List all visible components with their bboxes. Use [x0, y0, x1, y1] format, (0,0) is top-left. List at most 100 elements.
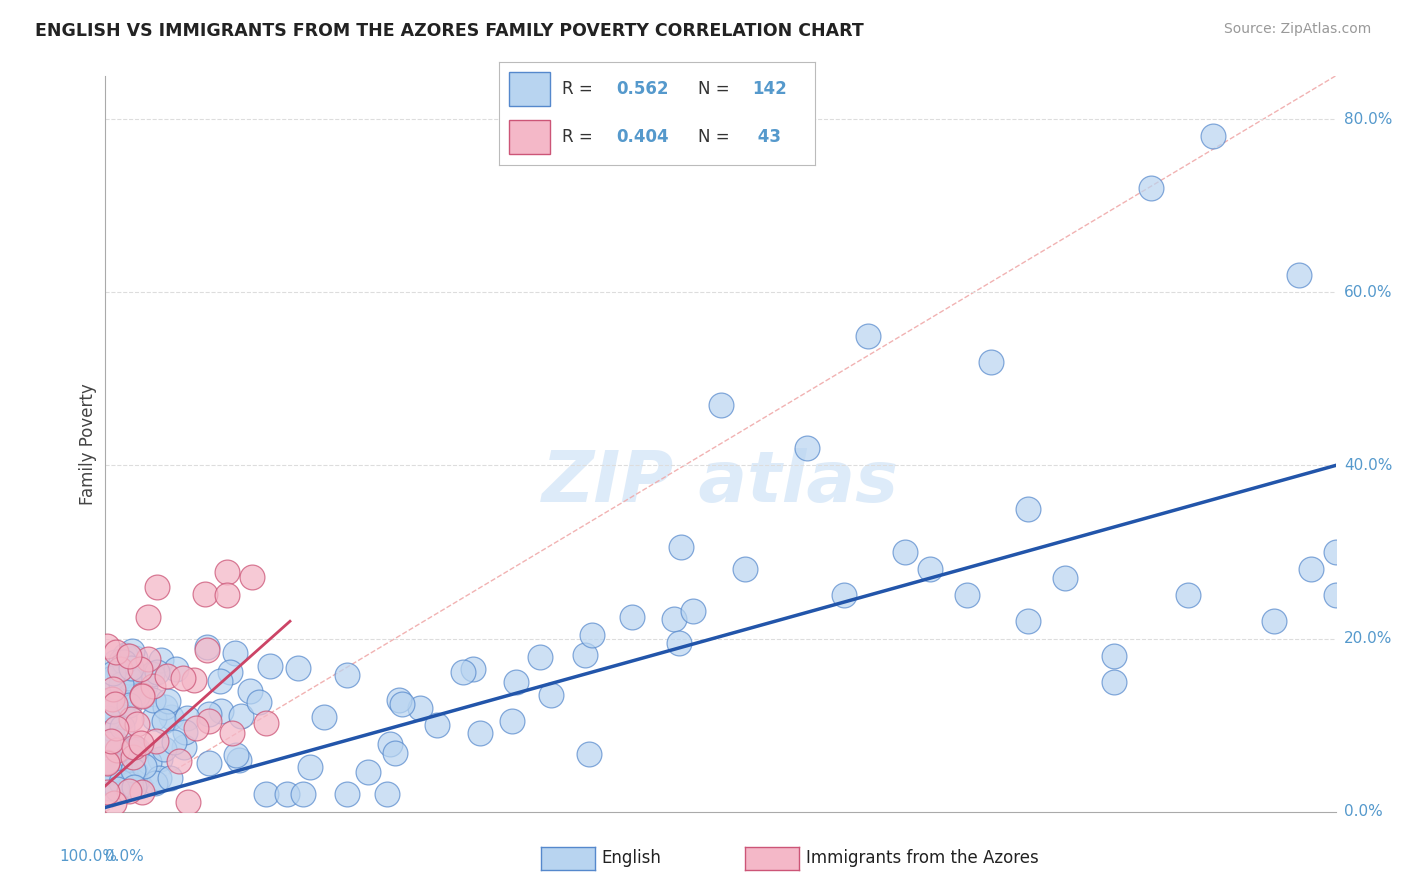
Point — [832, 588, 855, 602]
Point — [336, 788, 359, 802]
Point — [734, 562, 756, 576]
Text: Immigrants from the Azores: Immigrants from the Azores — [806, 849, 1039, 867]
Point — [357, 764, 380, 779]
Point — [461, 662, 484, 676]
Point — [529, 650, 551, 665]
Point — [96, 756, 118, 770]
Text: 100.0%: 100.0% — [59, 848, 118, 863]
Text: 0.404: 0.404 — [616, 128, 669, 145]
Point — [148, 771, 170, 785]
Point — [122, 763, 145, 777]
Point — [176, 711, 198, 725]
Point — [380, 737, 402, 751]
Point — [224, 646, 246, 660]
Point — [209, 704, 232, 718]
Point — [103, 758, 125, 772]
Point — [101, 671, 124, 685]
FancyBboxPatch shape — [509, 120, 550, 153]
Point — [117, 698, 139, 712]
Point — [143, 711, 166, 725]
Point — [128, 662, 150, 676]
Point — [131, 689, 153, 703]
Point — [918, 562, 941, 576]
Text: R =: R = — [562, 79, 593, 97]
Text: R =: R = — [562, 128, 593, 145]
Point — [97, 766, 120, 780]
Point — [384, 746, 406, 760]
Point — [122, 690, 145, 705]
Point — [105, 680, 128, 694]
Text: 0.0%: 0.0% — [105, 848, 145, 863]
Point — [451, 665, 474, 680]
Point — [858, 328, 880, 343]
Point — [1140, 181, 1163, 195]
Point — [125, 717, 148, 731]
Point — [219, 665, 242, 679]
Point — [186, 721, 208, 735]
Text: Source: ZipAtlas.com: Source: ZipAtlas.com — [1223, 22, 1371, 37]
Point — [105, 781, 128, 796]
Point — [96, 785, 118, 799]
Point — [157, 694, 180, 708]
Point — [388, 693, 411, 707]
Point — [114, 648, 136, 662]
Text: N =: N = — [699, 128, 730, 145]
Point — [239, 684, 262, 698]
Point — [134, 678, 156, 692]
Point — [669, 540, 692, 554]
Point — [105, 721, 128, 735]
Point — [426, 717, 449, 731]
Point — [228, 753, 250, 767]
Point — [215, 588, 238, 602]
Point — [197, 714, 219, 729]
Point — [124, 764, 146, 778]
Point — [110, 662, 132, 676]
Point — [197, 707, 219, 722]
Point — [173, 739, 195, 754]
Point — [97, 704, 120, 718]
Point — [375, 788, 398, 802]
Point — [131, 688, 153, 702]
Point — [221, 726, 243, 740]
Point — [100, 704, 122, 718]
Point — [121, 667, 143, 681]
Point — [96, 756, 118, 770]
Point — [1104, 648, 1126, 663]
Point — [796, 441, 818, 455]
Point — [276, 788, 298, 802]
Point — [145, 665, 167, 679]
Point — [103, 665, 125, 680]
Point — [143, 776, 166, 790]
Point — [1288, 268, 1310, 282]
Point — [117, 661, 139, 675]
Point — [98, 764, 121, 778]
Point — [120, 661, 142, 675]
Point — [336, 668, 359, 682]
Point — [105, 742, 128, 756]
Point — [122, 750, 145, 764]
Point — [120, 777, 142, 791]
Point — [149, 653, 172, 667]
Point — [1177, 588, 1199, 602]
Point — [581, 628, 603, 642]
Point — [172, 671, 194, 685]
Point — [104, 655, 127, 669]
Point — [682, 604, 704, 618]
Point — [247, 695, 270, 709]
Point — [131, 785, 153, 799]
Point — [103, 796, 125, 810]
Point — [194, 587, 217, 601]
Point — [128, 669, 150, 683]
Point — [142, 693, 165, 707]
Point — [159, 710, 181, 724]
Point — [141, 667, 163, 681]
Point — [1324, 588, 1347, 602]
Text: 142: 142 — [752, 79, 787, 97]
Point — [183, 673, 205, 688]
Point — [287, 661, 309, 675]
Point — [894, 545, 917, 559]
Point — [710, 398, 733, 412]
Point — [127, 689, 149, 703]
Point — [129, 736, 152, 750]
Point — [120, 669, 142, 683]
